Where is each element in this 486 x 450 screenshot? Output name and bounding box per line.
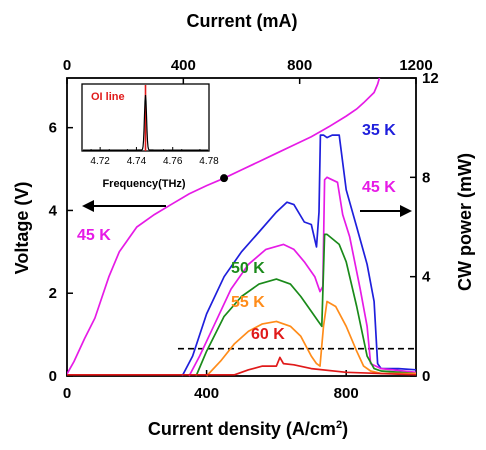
bottom-tick-label: 0 [63,385,71,402]
series-labels: 35 K 45 K 50 K 55 K 60 K 45 K [77,122,396,343]
inset-tick-label: 4.76 [163,156,183,167]
inset-spectrum-peak [137,94,154,151]
bottom-axis-title-superscript: 2 [336,419,342,431]
top-axis-title: Current (mA) [187,11,298,31]
bottom-axis-title-main: Current density (A/cm [148,419,336,439]
power-curve-60k [67,356,417,376]
inset-spectrum: OI line Frequency(THz) 4.72 4.74 4.76 4.78 [81,83,219,190]
left-tick-label: 2 [49,285,57,302]
top-tick-label: 400 [171,57,196,74]
power-curve-55k [205,300,416,377]
power-curve-50k [195,233,417,377]
left-axis-title: Voltage (V) [12,182,32,275]
power-curve-45k [188,176,417,377]
inset-xlabel: Frequency(THz) [102,178,185,190]
annotation-arrows [82,200,412,217]
right-tick-label: 8 [422,169,430,186]
operating-point-marker [220,174,229,183]
inset-tick-label: 4.78 [199,156,219,167]
inset-title: OI line [91,91,125,103]
bottom-tick-label: 400 [194,385,219,402]
series-label-power: 55 K [231,294,265,311]
series-label-power: 45 K [362,179,396,196]
right-tick-label: 4 [422,269,431,286]
inset-tick-label: 4.74 [127,156,147,167]
power-series-layer [67,134,417,377]
series-label-power: 50 K [231,260,265,277]
bottom-axis-title-close: ) [342,419,348,439]
bottom-axis-title: Current density (A/cm2) [148,419,348,439]
series-label-power: 60 K [251,326,285,343]
top-tick-label: 800 [287,57,312,74]
right-tick-label: 0 [422,368,430,385]
left-tick-label: 0 [49,368,57,385]
left-tick-label: 4 [49,202,58,219]
voltage-curve [67,78,381,375]
right-tick-label: 12 [422,70,439,87]
inset-tick-label: 4.72 [90,156,110,167]
left-tick-label: 6 [49,120,57,137]
series-label-power: 35 K [362,122,396,139]
top-tick-label: 0 [63,57,71,74]
series-label-voltage: 45 K [77,227,111,244]
top-tick-label: 1200 [399,57,432,74]
voltage-series-layer [67,78,381,375]
bottom-tick-label: 800 [334,385,359,402]
power-curve-35k [181,134,417,377]
axis-ticks: 0 400 800 0 400 800 1200 0 2 4 6 0 4 8 12 [49,57,439,402]
arrow-left-head [82,200,94,212]
right-axis-title: CW power (mW) [455,153,475,291]
plot-frame [66,77,417,377]
arrow-right-head [400,205,412,217]
